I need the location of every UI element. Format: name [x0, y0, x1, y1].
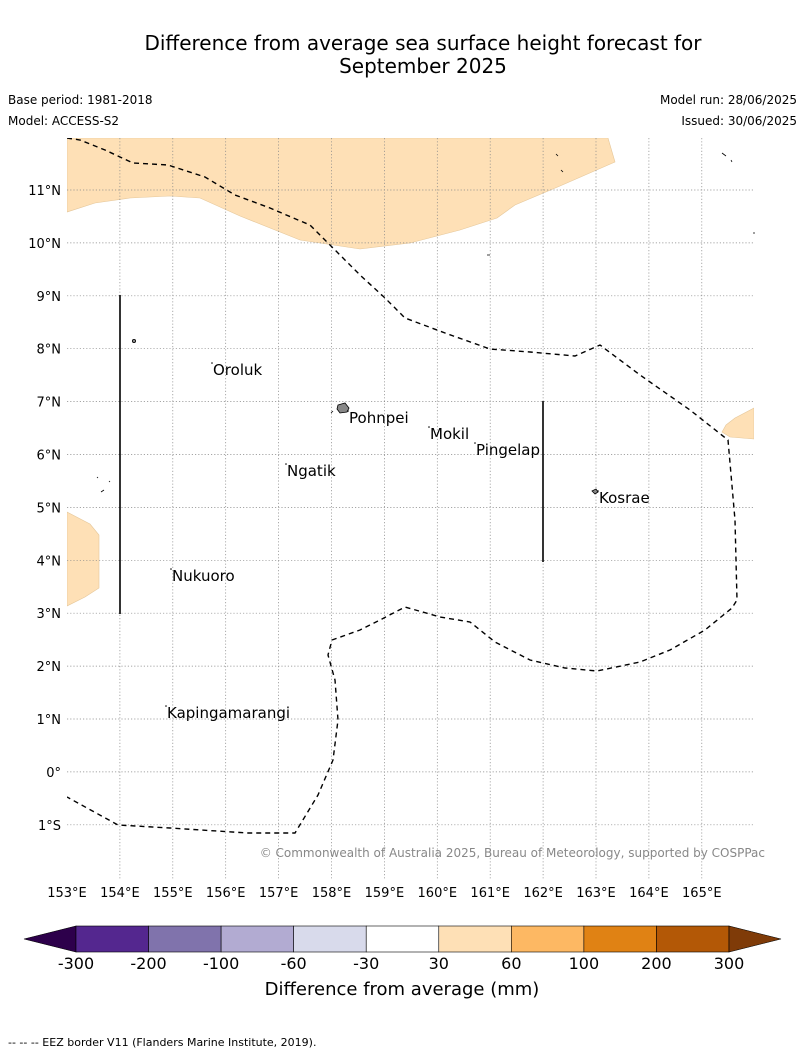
- lon-label: 161°E: [470, 886, 510, 901]
- lat-label: 2°N: [37, 660, 62, 675]
- longitude-labels: 153°E 154°E 155°E 156°E 157°E 158°E 159°E 160°E…: [47, 886, 721, 901]
- lon-label: 153°E: [47, 886, 87, 901]
- anomaly-shading: [67, 138, 754, 607]
- colorbar-segment: [75, 925, 149, 953]
- lon-label: 155°E: [153, 886, 193, 901]
- colorbar-ticks: -300 -200 -100 -60 -30 30 60 100 200 300: [58, 954, 744, 973]
- place-label: Kosrae: [599, 489, 650, 507]
- place-label: Pingelap: [476, 441, 540, 459]
- lon-label: 165°E: [682, 886, 722, 901]
- place-marker: [597, 490, 599, 492]
- colorbar: [23, 925, 782, 953]
- colorbar-segment: [293, 925, 367, 953]
- issued-date: Issued: 30/06/2025: [681, 114, 797, 128]
- model-run: Model run: 28/06/2025: [659, 93, 797, 107]
- colorbar-segment: [438, 925, 512, 953]
- colorbar-tick-label: 100: [569, 954, 600, 973]
- lat-label: 5°N: [37, 501, 62, 516]
- place-label: Nukuoro: [172, 567, 235, 585]
- lat-label: 1°N: [37, 713, 62, 728]
- atoll-north: [487, 152, 755, 256]
- lon-label: 157°E: [259, 886, 299, 901]
- eez-border: [67, 138, 738, 834]
- place-marker: [474, 442, 476, 444]
- anomaly-region-east: [721, 407, 754, 440]
- colorbar-tick-label: 60: [501, 954, 521, 973]
- model-name: Model: ACCESS-S2: [8, 114, 120, 128]
- lon-label: 158°E: [312, 886, 352, 901]
- lon-label: 154°E: [100, 886, 140, 901]
- colorbar-tick-label: -60: [281, 954, 307, 973]
- place-marker: [347, 410, 349, 412]
- footer-note: -- -- -- EEZ border V11 (Flanders Marine…: [8, 1036, 317, 1049]
- islands: [96, 152, 755, 495]
- graticule: [67, 138, 754, 880]
- lat-label: 4°N: [37, 554, 62, 569]
- colorbar-segment: [583, 925, 657, 953]
- place-label: Pohnpei: [349, 409, 409, 427]
- colorbar-tick-label: -300: [58, 954, 94, 973]
- place-label: Mokil: [430, 425, 469, 443]
- lon-label: 160°E: [418, 886, 458, 901]
- anomaly-region-west: [67, 511, 100, 607]
- colorbar-segment: [220, 925, 294, 953]
- anomaly-region-north: [67, 138, 616, 250]
- atoll-dot: [131, 338, 136, 343]
- lon-label: 159°E: [365, 886, 405, 901]
- pohnpei-island: [336, 402, 350, 414]
- colorbar-tick-label: 30: [429, 954, 449, 973]
- base-period: Base period: 1981-2018: [8, 93, 153, 107]
- title-line-1: Difference from average sea surface heig…: [144, 31, 702, 55]
- map-figure: 11°N 10°N 9°N 8°N 7°N 6°N 5°N 4°N 3°N 2°N 1°N 0° 1°S…: [23, 138, 782, 1000]
- eez-border-north: [67, 138, 738, 834]
- lat-label: 7°N: [37, 396, 62, 411]
- place-marker: [285, 463, 287, 465]
- lat-label: 3°N: [37, 607, 62, 622]
- place-labels: Oroluk Pohnpei Mokil Pingelap Ngatik Kosrae Nu…: [165, 361, 650, 722]
- lat-label: 8°N: [37, 343, 62, 358]
- place-label: Kapingamarangi: [167, 704, 290, 722]
- place-marker: [211, 362, 213, 364]
- colorbar-over-arrow: [728, 925, 782, 953]
- map-title: Difference from average sea surface heig…: [0, 32, 804, 78]
- title-line-2: September 2025: [339, 54, 507, 78]
- place-marker: [428, 426, 430, 428]
- lat-label: 0°: [46, 766, 61, 781]
- pohnpei-reef: [330, 410, 334, 414]
- colorbar-tick-label: 200: [641, 954, 672, 973]
- place-label: Ngatik: [287, 462, 336, 480]
- colorbar-under-arrow: [23, 925, 77, 953]
- lat-label: 9°N: [37, 290, 62, 305]
- lon-label: 164°E: [629, 886, 669, 901]
- lat-label: 6°N: [37, 449, 62, 464]
- place-marker: [165, 705, 167, 707]
- copyright-notice: © Commonwealth of Australia 2025, Bureau…: [260, 846, 765, 860]
- colorbar-segment: [148, 925, 222, 953]
- lat-label: 11°N: [28, 184, 61, 199]
- lat-label: 10°N: [28, 237, 61, 252]
- lon-label: 163°E: [576, 886, 616, 901]
- colorbar-tick-label: -200: [130, 954, 166, 973]
- colorbar-tick-label: 300: [714, 954, 745, 973]
- lat-label: 1°S: [38, 819, 61, 834]
- colorbar-segment: [656, 925, 730, 953]
- place-label: Oroluk: [213, 361, 262, 379]
- atoll-west: [96, 476, 111, 493]
- kosrae-island: [591, 488, 599, 495]
- colorbar-segment: [511, 925, 585, 953]
- latitude-labels: 11°N 10°N 9°N 8°N 7°N 6°N 5°N 4°N 3°N 2°N 1°N 0° 1°S: [28, 184, 61, 834]
- lon-label: 156°E: [206, 886, 246, 901]
- colorbar-label: Difference from average (mm): [265, 979, 540, 1000]
- colorbar-tick-label: -30: [353, 954, 379, 973]
- colorbar-tick-label: -100: [203, 954, 239, 973]
- lon-label: 162°E: [523, 886, 563, 901]
- colorbar-segment: [365, 925, 440, 953]
- place-marker: [170, 568, 172, 570]
